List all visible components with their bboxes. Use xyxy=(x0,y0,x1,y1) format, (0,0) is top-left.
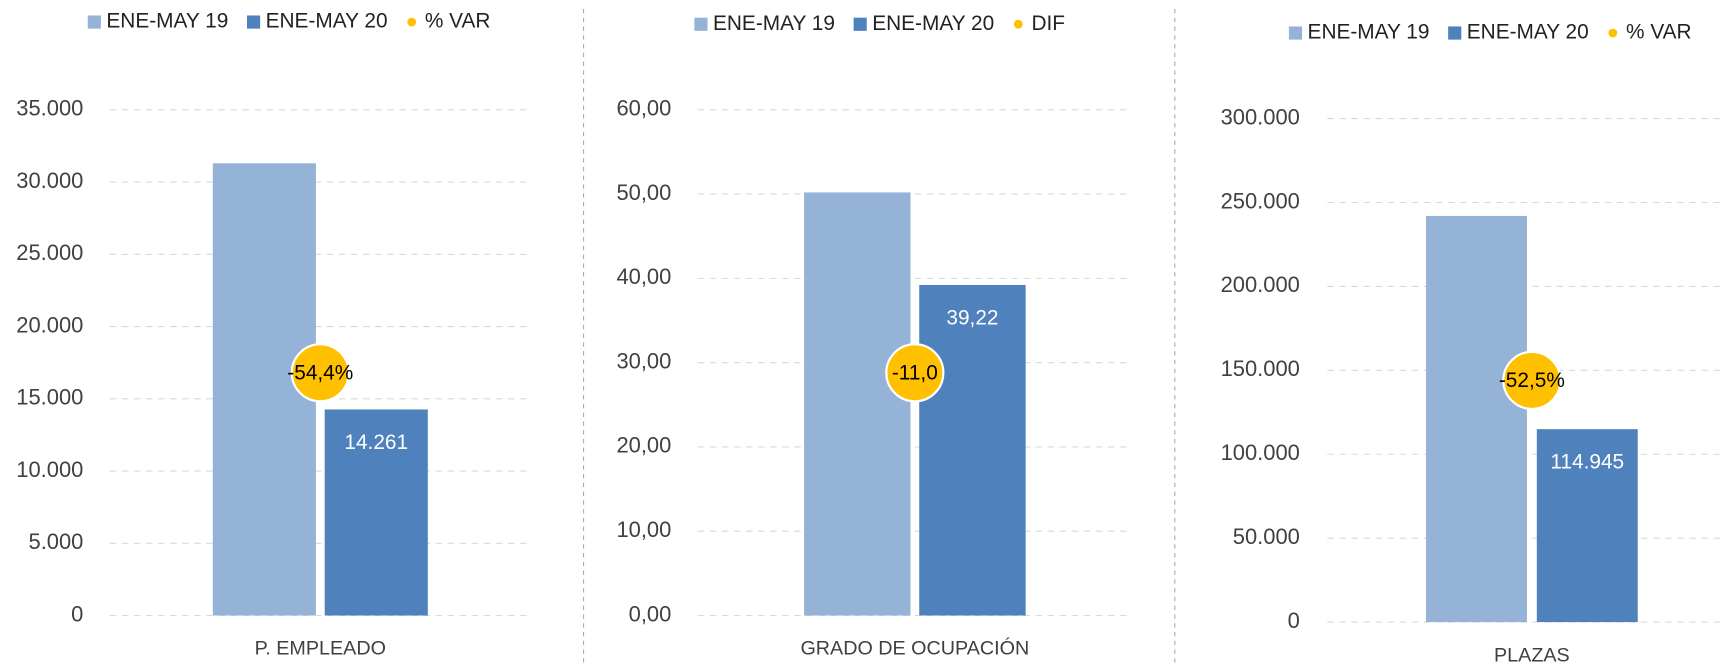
bar xyxy=(1426,215,1527,623)
var-label: -52,5% xyxy=(1499,369,1565,392)
legend-swatch xyxy=(87,15,101,29)
var-bubble xyxy=(1502,350,1562,411)
var-label: -11,0 xyxy=(892,361,938,384)
x-tick-label: P. EMPLEADO xyxy=(255,638,386,660)
legend-swatch xyxy=(694,17,708,31)
bar xyxy=(324,409,428,616)
y-tick-label: 10,00 xyxy=(616,517,671,542)
var-label: -54,4% xyxy=(287,361,353,384)
y-tick-label: 60,00 xyxy=(616,96,671,121)
legend-label: % VAR xyxy=(425,10,491,33)
bar xyxy=(804,192,911,616)
y-tick-label: 25.000 xyxy=(16,240,83,265)
legend-swatch xyxy=(407,17,417,27)
legend-label: ENE-MAY 20 xyxy=(872,12,994,35)
y-tick-label: 150.000 xyxy=(1221,356,1300,381)
legend-label: ENE-MAY 19 xyxy=(713,12,835,35)
y-tick-label: 250.000 xyxy=(1221,188,1300,213)
bar-value-label: 14.261 xyxy=(344,431,408,454)
y-tick-label: 0 xyxy=(1288,608,1300,633)
var-bubble xyxy=(885,343,945,403)
y-tick-label: 200.000 xyxy=(1221,272,1300,297)
legend-label: % VAR xyxy=(1626,21,1692,44)
legend-swatch xyxy=(1288,26,1303,40)
y-tick-label: 50.000 xyxy=(1233,524,1300,549)
legend-label: ENE-MAY 19 xyxy=(1308,21,1430,44)
legend-swatch xyxy=(853,17,867,31)
legend-swatch xyxy=(246,15,261,29)
y-tick-label: 10.000 xyxy=(16,457,83,482)
var-bubble xyxy=(290,343,350,403)
y-tick-label: 0 xyxy=(71,601,83,626)
legend-label: ENE-MAY 20 xyxy=(1467,21,1589,44)
legend-swatch xyxy=(1448,26,1462,40)
y-tick-label: 15.000 xyxy=(16,385,83,410)
y-tick-label: 50,00 xyxy=(616,180,671,205)
legend-label: DIF xyxy=(1031,12,1065,35)
y-tick-label: 30.000 xyxy=(16,168,83,193)
y-tick-label: 20.000 xyxy=(16,312,83,337)
legend-swatch xyxy=(1013,19,1023,29)
y-tick-label: 300.000 xyxy=(1221,104,1300,129)
y-tick-label: 5.000 xyxy=(29,529,84,554)
x-tick-label: GRADO DE OCUPACIÓN xyxy=(800,637,1029,660)
bar xyxy=(1536,429,1638,623)
legend-label: ENE-MAY 19 xyxy=(106,10,228,33)
bar-value-label: 114.945 xyxy=(1550,451,1624,474)
legend-label: ENE-MAY 20 xyxy=(266,10,388,33)
bar xyxy=(919,284,1026,616)
bar-value-label: 39,22 xyxy=(946,306,998,329)
y-tick-label: 20,00 xyxy=(616,433,671,458)
x-tick-label: PLAZAS xyxy=(1494,644,1570,665)
y-tick-label: 0,00 xyxy=(629,601,672,626)
y-tick-label: 100.000 xyxy=(1221,440,1300,465)
legend-swatch xyxy=(1608,28,1618,38)
y-tick-label: 35.000 xyxy=(16,96,83,121)
y-tick-label: 30,00 xyxy=(616,348,671,373)
y-tick-label: 40,00 xyxy=(616,264,671,289)
